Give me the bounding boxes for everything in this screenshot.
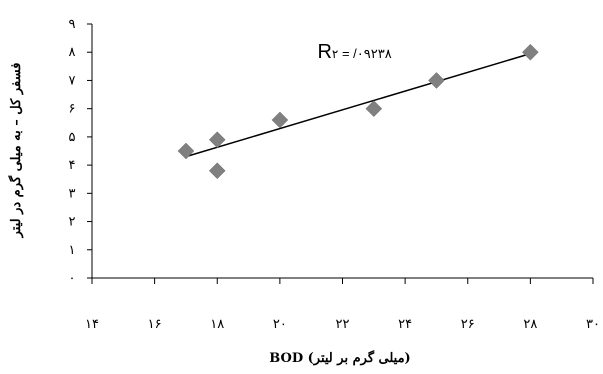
y-tick-label: ۱ xyxy=(69,243,76,258)
data-points xyxy=(177,43,539,180)
axes xyxy=(87,23,594,284)
data-point-diamond xyxy=(522,43,539,61)
y-tick-label: ۷ xyxy=(69,73,76,88)
data-point-diamond xyxy=(365,100,383,118)
tick-labels: ۰ ۱ ۲ ۳ ۴ ۵ ۶ ۷ ۸ ۹ ۱۴ ۱۶ ۱۸ ۲۰ ۲۲ ۲۴ ۲۶ ۲۸ ۳۰ xyxy=(69,17,600,332)
y-tick-label: ۳ xyxy=(69,186,76,201)
y-tick-label: ۰ xyxy=(69,271,76,286)
x-tick-label: ۲۲ xyxy=(336,317,350,332)
x-tick-label: ۱۴ xyxy=(85,317,99,332)
data-point-diamond xyxy=(208,162,226,180)
x-tick-label: ۲۴ xyxy=(398,317,412,332)
data-point-diamond xyxy=(208,131,226,149)
x-axis-title: (میلی گرم بر لیتر) BOD xyxy=(269,349,410,366)
y-axis-title: فسفر کل – به میلی گرم در لیتر xyxy=(7,63,24,239)
y-tick-label: ۲ xyxy=(69,215,76,230)
y-tick-label: ۹ xyxy=(69,17,76,32)
data-point-diamond xyxy=(271,111,289,129)
r-squared-superscript: ۲ xyxy=(332,47,338,61)
x-tick-label: ۱۶ xyxy=(148,317,162,332)
r-squared-value: = /۰۹۲۳۸ xyxy=(338,46,391,61)
y-tick-label: ۵ xyxy=(69,130,76,145)
x-tick-label: ۳۰ xyxy=(586,317,600,332)
r-squared-annotation: R۲ = /۰۹۲۳۸ xyxy=(317,41,391,63)
x-tick-label: ۲۰ xyxy=(273,317,287,332)
r-squared-prefix: R xyxy=(317,41,331,63)
x-tick-label: ۱۸ xyxy=(210,317,224,332)
x-tick-label: ۲۶ xyxy=(461,317,475,332)
data-point-diamond xyxy=(428,72,445,89)
y-tick-label: ۶ xyxy=(69,102,76,117)
trendline xyxy=(185,52,531,158)
data-point-diamond xyxy=(177,142,195,160)
trendline-group xyxy=(185,52,531,158)
y-tick-label: ۸ xyxy=(69,45,76,60)
x-tick-label: ۲۸ xyxy=(523,317,537,332)
y-tick-label: ۴ xyxy=(69,158,76,173)
